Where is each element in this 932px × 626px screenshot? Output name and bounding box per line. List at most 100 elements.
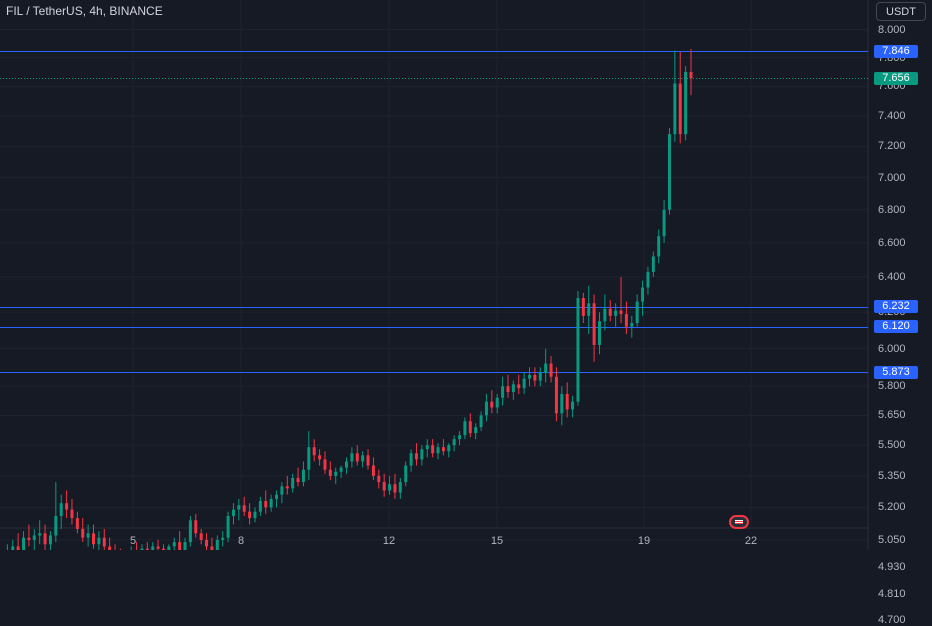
us-flag-icon[interactable] [729,515,749,529]
candle-body [366,455,370,466]
candle [495,393,499,414]
candle [65,490,69,519]
candle-body [511,384,515,393]
candle-body [468,421,472,434]
candle-body [641,287,645,302]
level-price-tag: 6.120 [874,320,918,334]
candle-body [258,501,262,512]
candle [172,537,176,550]
candle [102,528,106,550]
candle [38,520,42,545]
candle [673,50,677,142]
candle [388,475,392,495]
candle [565,382,569,418]
candle-body [528,374,532,379]
candle-body [355,453,359,462]
candle-body [32,535,36,540]
candle [560,386,564,426]
candle-body [43,533,47,545]
candle [474,423,478,440]
candle [54,482,58,543]
candle [371,457,375,481]
candle-body [371,465,375,476]
candle-body [565,393,569,410]
candle [130,546,132,550]
candle-body [689,71,693,79]
candle-body [484,401,488,416]
candle-body [657,236,661,257]
candle-body [474,427,478,434]
candle [301,461,305,487]
price-tick-label: 6.000 [878,342,906,355]
candle [291,473,295,493]
candle [420,445,424,466]
candle-body [323,459,327,470]
candle-body [651,256,655,272]
candle-body [27,537,31,540]
candle [11,539,15,550]
price-tick-label: 7.400 [878,109,906,122]
time-tick-label: 5 [129,535,137,547]
candle-body [291,477,295,489]
chart-grid [0,0,869,550]
candle [587,285,591,334]
candle-body [226,515,230,538]
candle [538,367,542,387]
price-tick-label: 5.050 [878,533,906,546]
candle [544,348,548,383]
candle [312,439,316,462]
candle-body [345,461,348,468]
candle-body [549,363,553,377]
candle-body [242,505,246,512]
candle [431,439,435,458]
candle [684,66,688,141]
candle [231,503,235,525]
candle-body [587,303,591,316]
candle [81,518,85,543]
candle-body [11,546,15,550]
candle [32,528,36,550]
candle [490,390,494,414]
candle [199,528,203,545]
candle-body [447,445,451,452]
candle [136,542,138,550]
candle [75,511,79,534]
last-price-tag: 7.656 [874,71,918,85]
price-tick-label: 5.650 [878,409,906,422]
candle [554,367,558,422]
candlestick-series [6,49,693,550]
candle-body [231,509,235,516]
candle [339,465,343,478]
candle [194,513,198,538]
price-tick-label: 6.800 [878,203,906,216]
candle-body [215,539,219,550]
candle [441,439,445,456]
candle-body [506,386,510,393]
candle [581,292,585,324]
candle-body [544,363,548,373]
candle [27,524,31,547]
candle-body [285,486,289,489]
candle [22,531,26,550]
candle-body [393,484,397,493]
level-price-tag: 7.846 [874,44,918,58]
candle-body [501,386,505,398]
candle-body [592,303,596,345]
price-chart[interactable] [0,0,932,550]
candle [398,477,402,499]
candle-body [673,83,677,135]
candle [242,496,246,516]
candle [393,473,397,499]
candle [436,443,440,460]
candle-body [479,415,483,428]
candle-body [571,401,575,410]
candle-body [667,134,671,210]
candle [16,533,20,550]
candle-body [102,537,106,547]
candle [630,315,634,338]
currency-button[interactable]: USDT [876,2,926,21]
candle-body [361,455,365,462]
candle [264,490,268,514]
candle [361,451,365,468]
candle [646,266,650,295]
